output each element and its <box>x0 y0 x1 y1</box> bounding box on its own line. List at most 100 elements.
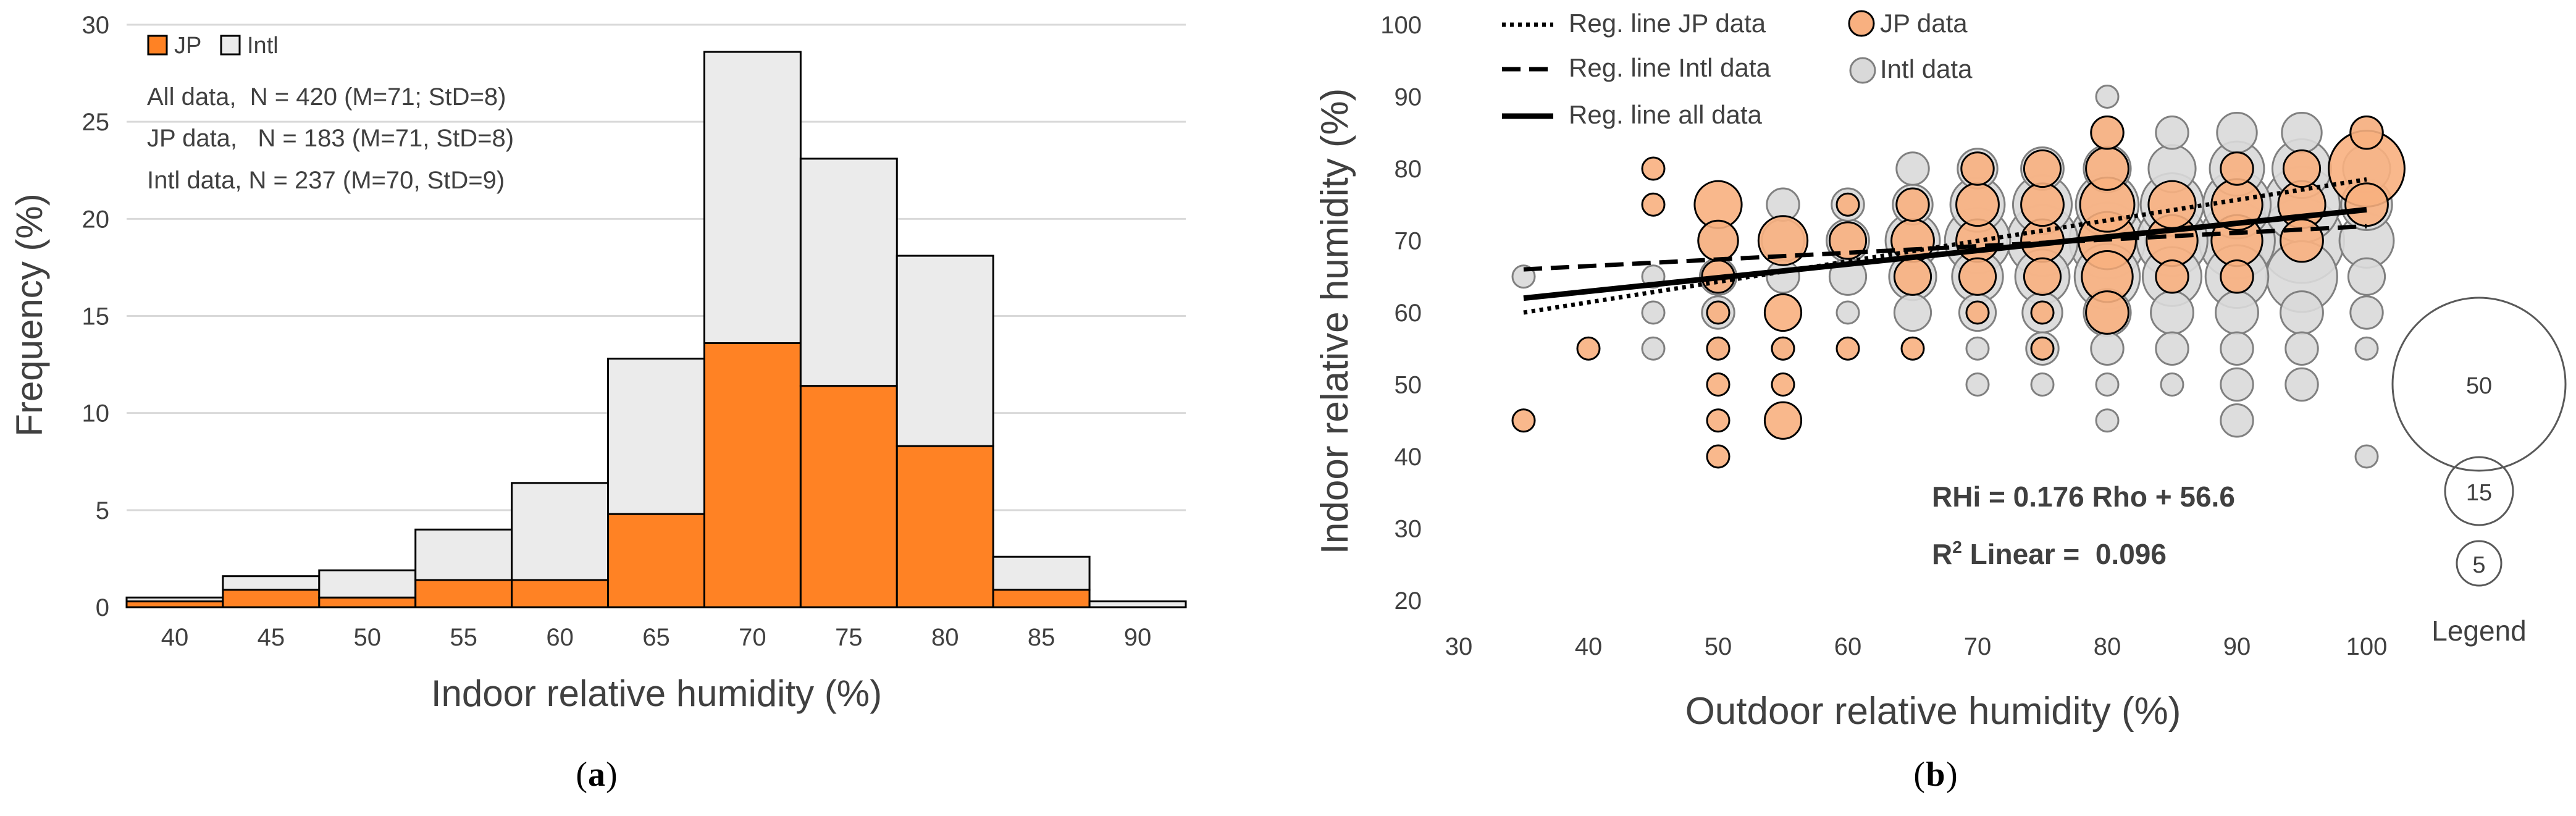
panel-a-caption-letter: a <box>588 755 605 794</box>
y-tick-label: 100 <box>1380 12 1422 39</box>
intl-data-bubble <box>2354 336 2379 361</box>
intl-data-bubble <box>2215 290 2259 335</box>
jp-data-bubble <box>1706 408 1731 433</box>
intl-data-bubble <box>2354 444 2379 469</box>
x-tick-label: 90 <box>1124 624 1152 651</box>
jp-data-bubble <box>2085 290 2129 335</box>
x-tick-label: 55 <box>450 624 477 651</box>
x-tick-label: 50 <box>1705 633 1732 660</box>
y-tick-label: 5 <box>96 497 109 524</box>
jp-data-bubble <box>2280 218 2324 263</box>
jp-bar-70 <box>703 342 802 608</box>
legend-marker-intl-data <box>1849 57 1876 84</box>
jp-data-bubble <box>1836 336 1860 361</box>
jp-data-bubble <box>1706 372 1731 397</box>
jp-data-bubble <box>1958 257 1997 296</box>
jp-bar-80 <box>896 445 994 608</box>
x-tick-label: 30 <box>1445 633 1473 660</box>
intl-data-bubble <box>2216 112 2258 154</box>
regression-equation: RHi = 0.176 Rho + 56.6 <box>1932 481 2235 513</box>
panel-b-caption-letter: b <box>1926 755 1945 794</box>
y-tick-label: 40 <box>1395 444 1422 471</box>
svg-text:): ) <box>1946 755 1958 794</box>
jp-data-bubble <box>2220 151 2254 186</box>
intl-bar-80 <box>896 254 994 447</box>
jp-data-bubble <box>1576 336 1601 361</box>
r-squared-text: R2 Linear = 0.096 <box>1932 537 2167 570</box>
panel-a-y-tick-labels: 0 5 10 15 20 25 30 <box>82 12 110 621</box>
x-tick-label: 80 <box>931 624 959 651</box>
annotation-intl-data: Intl data, N = 237 (M=70, StD=9) <box>147 167 505 194</box>
jp-data-bubble <box>2282 149 2322 188</box>
jp-data-bubble <box>2030 336 2055 361</box>
intl-data-bubble <box>1641 336 1666 361</box>
intl-data-bubble <box>1836 300 1860 325</box>
jp-data-bubble <box>1706 444 1731 469</box>
x-tick-label: 70 <box>739 624 766 651</box>
jp-data-bubble <box>2020 182 2065 227</box>
intl-data-bubble <box>2090 331 2125 366</box>
legend-label-intl-data: Intl data <box>1880 54 1973 83</box>
jp-data-bubble <box>1641 192 1666 217</box>
intl-bar-60 <box>511 482 610 581</box>
intl-bar-75 <box>799 158 898 387</box>
jp-data-bubble <box>1900 336 1925 361</box>
y-tick-label: 80 <box>1395 156 1422 183</box>
regression-lines <box>1523 177 2367 315</box>
jp-data-bubble <box>2023 257 2062 296</box>
panel-b-y-axis-title: Indoor relative humidity (%) <box>1314 88 1356 555</box>
annotation-jp-data: JP data, N = 183 (M=71, StD=8) <box>147 125 514 152</box>
y-tick-label: 20 <box>1395 587 1422 615</box>
intl-data-bubble <box>2220 367 2254 402</box>
jp-data-bubble <box>1771 336 1795 361</box>
intl-data-bubble <box>2281 112 2323 154</box>
legend-label-reg-all: Reg. line all data <box>1569 100 1763 129</box>
jp-data-bubble <box>1965 300 1990 325</box>
size-legend-title: Legend <box>2431 615 2527 647</box>
jp-data-bubbles <box>1511 116 2406 469</box>
size-legend: 50 15 5 Legend <box>2391 297 2567 647</box>
r2-label: R <box>1932 538 1952 570</box>
panel-a-annotations: All data, N = 420 (M=71; StD=8) JP data,… <box>147 83 514 194</box>
legend-marker-jp-data <box>1848 10 1875 37</box>
jp-data-bubble <box>1771 372 1795 397</box>
x-tick-label: 100 <box>2346 633 2388 660</box>
reg-line-intl <box>1523 224 2367 272</box>
jp-data-bubble <box>1757 215 1809 266</box>
intl-data-bubble <box>2220 331 2254 366</box>
svg-text:): ) <box>606 755 618 794</box>
y-tick-label: 60 <box>1395 300 1422 327</box>
jp-bar-50 <box>318 596 417 608</box>
y-tick-label: 20 <box>82 206 110 233</box>
panel-a-caption: ( a ) <box>576 755 617 794</box>
annotation-all-data: All data, N = 420 (M=71; StD=8) <box>147 83 506 111</box>
intl-data-bubble <box>1965 372 1990 397</box>
x-tick-label: 60 <box>1834 633 1862 660</box>
panel-b-bubble-chart: 20 30 40 50 60 70 80 90 100 30 40 50 60 70 80 90 100 Re… <box>1314 9 2567 733</box>
intl-data-bubble <box>2220 403 2254 438</box>
jp-bar-45 <box>222 589 321 608</box>
x-tick-label: 90 <box>2223 633 2251 660</box>
jp-data-bubble <box>1960 151 1995 186</box>
x-tick-label: 85 <box>1028 624 1055 651</box>
x-tick-label: 80 <box>2094 633 2121 660</box>
intl-data-bubble <box>2160 372 2184 397</box>
jp-data-bubble <box>1763 293 1803 332</box>
jp-bar-60 <box>511 579 610 608</box>
legend-swatch-jp <box>147 35 168 56</box>
x-tick-label: 60 <box>546 624 574 651</box>
jp-bar-55 <box>414 579 513 608</box>
intl-data-bubble <box>2347 257 2386 296</box>
jp-data-bubble <box>2085 146 2129 191</box>
jp-data-bubble <box>2147 180 2197 229</box>
jp-data-bubble <box>1955 182 2000 227</box>
jp-data-bubble <box>1895 187 1930 222</box>
intl-data-bubble <box>1893 293 1932 332</box>
y-tick-label: 70 <box>1395 228 1422 255</box>
size-legend-label-15: 15 <box>2466 480 2492 506</box>
intl-bar-45 <box>222 575 321 591</box>
jp-data-bubble <box>2030 300 2055 325</box>
size-legend-label-5: 5 <box>2472 552 2485 578</box>
intl-data-bubble <box>2155 331 2189 366</box>
panel-a-y-axis-title: Frequency (%) <box>9 193 50 436</box>
